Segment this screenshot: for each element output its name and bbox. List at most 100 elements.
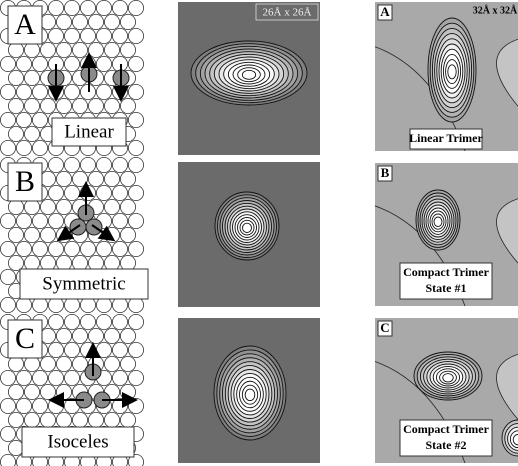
lattice-atom: [112, 314, 127, 329]
lattice-atom: [104, 98, 119, 113]
panel-caption: State #1: [426, 281, 467, 295]
lattice-atom: [0, 213, 15, 228]
lattice-atom: [0, 297, 15, 312]
lattice-atom: [48, 157, 63, 172]
lattice-atom: [128, 84, 143, 99]
lattice-atom: [48, 213, 63, 228]
lattice-atom: [104, 42, 119, 57]
lattice-atom: [56, 328, 71, 343]
lattice-atom: [56, 255, 71, 270]
lattice-atom: [24, 412, 39, 427]
lattice-atom: [56, 199, 71, 214]
lattice-atom: [64, 185, 79, 200]
lattice-atom: [56, 384, 71, 399]
lattice-atom: [128, 140, 143, 155]
panel-caption: Compact Trimer: [403, 265, 490, 279]
lattice-atom: [120, 42, 135, 57]
lattice-atom: [48, 28, 63, 43]
lattice-atom: [40, 42, 55, 57]
simulated-image: [178, 2, 320, 155]
lattice-atom: [104, 14, 119, 29]
lattice-atom: [120, 171, 135, 186]
lattice-atom: [88, 14, 103, 29]
lattice-atom: [8, 356, 23, 371]
lattice-atom: [120, 98, 135, 113]
scale-label: 26Å x 26Å: [263, 7, 312, 19]
lattice-atom: [112, 0, 127, 15]
lattice-atom: [64, 314, 79, 329]
lattice-atom: [48, 370, 63, 385]
lattice-atom: [24, 255, 39, 270]
lattice-atom: [8, 440, 23, 455]
lattice-atom: [16, 213, 31, 228]
lattice-atom: [96, 56, 111, 71]
lattice-atom: [8, 70, 23, 85]
lattice-atom: [16, 112, 31, 127]
lattice-atom: [24, 98, 39, 113]
lattice-atom: [96, 342, 111, 357]
lattice-atom: [8, 384, 23, 399]
lattice-atom: [8, 126, 23, 141]
lattice-atom: [0, 241, 15, 256]
lattice-atom: [8, 42, 23, 57]
lattice-atom: [128, 370, 143, 385]
lattice-atom: [40, 328, 55, 343]
lattice-atom: [64, 297, 79, 312]
lattice-atom: [88, 255, 103, 270]
lattice-atom: [56, 98, 71, 113]
lattice-atom: [24, 199, 39, 214]
lattice-atom: [96, 241, 111, 256]
lattice-atom: [16, 297, 31, 312]
lattice-atom: [40, 412, 55, 427]
lattice-atom: [104, 356, 119, 371]
lattice-atom: [48, 342, 63, 357]
lattice-atom: [104, 199, 119, 214]
simulated-image: [178, 318, 320, 463]
lattice-atom: [72, 412, 87, 427]
lattice-atom: [0, 398, 15, 413]
lattice-atom: [88, 98, 103, 113]
lattice-atom: [8, 199, 23, 214]
panel-letter: C: [380, 320, 389, 335]
scale-label: 32Å x 32Å: [473, 4, 518, 16]
lattice-atom: [40, 98, 55, 113]
lattice-atom: [80, 157, 95, 172]
panel-letter: C: [15, 322, 35, 355]
lattice-atom: [88, 171, 103, 186]
lattice-atom: [16, 370, 31, 385]
lattice-atom: [64, 84, 79, 99]
lattice-atom: [40, 14, 55, 29]
lattice-atom: [0, 112, 15, 127]
lattice-atom: [112, 157, 127, 172]
lattice-atom: [64, 241, 79, 256]
configuration-label: Symmetric: [42, 273, 125, 294]
lattice-atom: [56, 412, 71, 427]
lattice-atom: [0, 140, 15, 155]
figure: ALinearBSymmetricCIsoceles26Å x 26ÅALine…: [0, 0, 518, 466]
lattice-atom: [8, 412, 23, 427]
lattice-atom: [72, 98, 87, 113]
contour-line: [448, 65, 456, 79]
lattice-atom: [32, 370, 47, 385]
lattice-atom: [128, 0, 143, 15]
lattice-atom: [16, 56, 31, 71]
lattice-atom: [64, 370, 79, 385]
lattice-atom: [32, 112, 47, 127]
lattice-atom: [40, 199, 55, 214]
lattice-atom: [112, 241, 127, 256]
panel-letter: B: [381, 165, 390, 180]
lattice-atom: [128, 241, 143, 256]
lattice-atom: [0, 269, 15, 284]
lattice-atom: [96, 84, 111, 99]
lattice-atom: [32, 84, 47, 99]
lattice-atom: [32, 241, 47, 256]
lattice-panel: BSymmetric: [0, 157, 148, 312]
panel-caption: Compact Trimer: [403, 422, 490, 436]
lattice-atom: [80, 241, 95, 256]
lattice-atom: [96, 28, 111, 43]
lattice-atom: [128, 157, 143, 172]
experimental-image: B Compact Trimer State #1: [375, 163, 518, 306]
lattice-atom: [80, 314, 95, 329]
lattice-atom: [128, 56, 143, 71]
lattice-atom: [24, 42, 39, 57]
